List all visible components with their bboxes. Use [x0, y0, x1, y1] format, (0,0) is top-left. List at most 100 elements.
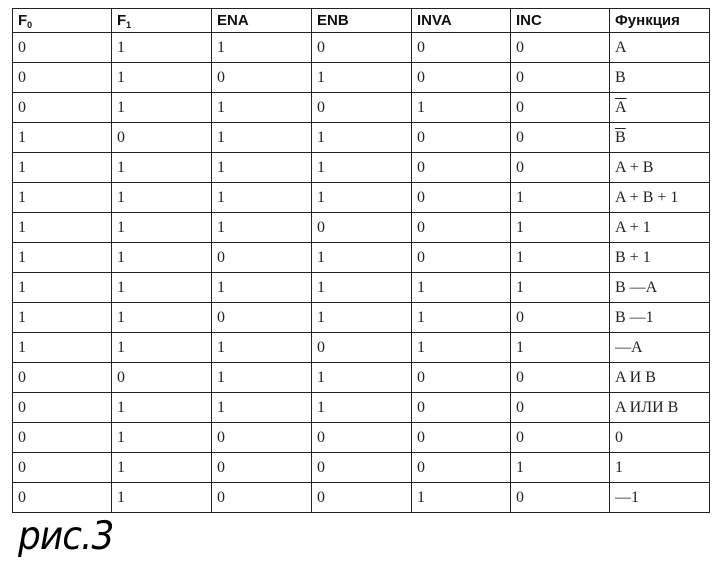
- column-header: ENB: [311, 8, 412, 33]
- table-cell: 0: [311, 32, 412, 63]
- table-cell: 1: [311, 62, 412, 93]
- table-cell: 0: [510, 32, 610, 63]
- function-label: —1: [615, 488, 639, 506]
- table-row: 1 1 1 0 1 1 —A: [12, 332, 710, 363]
- function-cell: B + 1: [609, 242, 710, 273]
- table-cell: 1: [111, 302, 212, 333]
- table-cell: 1: [111, 332, 212, 363]
- function-cell: B: [609, 62, 710, 93]
- function-cell: B —A: [609, 272, 710, 303]
- table-cell: 1: [211, 392, 312, 423]
- table-cell: 1: [411, 302, 511, 333]
- table-cell: 1: [111, 242, 212, 273]
- function-label: —A: [615, 338, 643, 356]
- table-cell: 1: [211, 362, 312, 393]
- table-cell: 0: [411, 422, 511, 453]
- table-cell: 1: [111, 272, 212, 303]
- table-cell: 1: [510, 182, 610, 213]
- table-cell: 0: [12, 452, 112, 483]
- table-cell: 1: [411, 92, 511, 123]
- table-cell: 0: [12, 92, 112, 123]
- table-cell: 1: [111, 182, 212, 213]
- table-cell: 1: [12, 122, 112, 153]
- table-cell: 0: [311, 92, 412, 123]
- table-cell: 1: [510, 332, 610, 363]
- table-cell: 1: [12, 212, 112, 243]
- table-cell: 0: [411, 62, 511, 93]
- table-cell: 1: [211, 122, 312, 153]
- table-cell: 1: [510, 272, 610, 303]
- column-header: ENA: [211, 8, 312, 33]
- function-label: 1: [615, 458, 623, 476]
- table-cell: 0: [510, 482, 610, 513]
- table-cell: 0: [12, 362, 112, 393]
- table-cell: 0: [510, 152, 610, 183]
- function-label: A: [615, 38, 627, 56]
- table-cell: 1: [12, 272, 112, 303]
- function-label: 0: [615, 428, 623, 446]
- function-cell: —1: [609, 482, 710, 513]
- table-cell: 1: [211, 152, 312, 183]
- header-label: ENB: [317, 12, 349, 29]
- table-cell: 1: [510, 212, 610, 243]
- table-cell: 0: [411, 392, 511, 423]
- table-cell: 1: [311, 272, 412, 303]
- table-cell: 1: [510, 452, 610, 483]
- function-cell: A ИЛИ B: [609, 392, 710, 423]
- table-cell: 1: [211, 272, 312, 303]
- table-cell: 1: [411, 332, 511, 363]
- table-cell: 0: [111, 362, 212, 393]
- table-cell: 0: [411, 152, 511, 183]
- table-cell: 1: [211, 332, 312, 363]
- function-label: B: [615, 128, 626, 146]
- header-row: F0 F1 ENA ENB INVA INC Функция: [12, 8, 710, 33]
- header-subscript: 0: [27, 19, 33, 30]
- header-label: Функция: [615, 12, 680, 29]
- table-cell: 0: [510, 422, 610, 453]
- function-cell: A + B: [609, 152, 710, 183]
- table-cell: 0: [510, 392, 610, 423]
- table-cell: 1: [12, 182, 112, 213]
- table-cell: 0: [411, 452, 511, 483]
- column-header: F0: [12, 8, 112, 33]
- figure-caption: рис.3: [18, 513, 114, 560]
- function-cell: —A: [609, 332, 710, 363]
- table-cell: 0: [12, 392, 112, 423]
- table-cell: 0: [111, 122, 212, 153]
- function-cell: A: [609, 32, 710, 63]
- table-cell: 1: [411, 482, 511, 513]
- function-label: A + B + 1: [615, 188, 679, 206]
- function-cell: A И B: [609, 362, 710, 393]
- table-cell: 1: [411, 272, 511, 303]
- header-label: ENA: [217, 12, 249, 29]
- header-label: F: [18, 11, 28, 29]
- function-label: A + B: [615, 158, 654, 176]
- table-cell: 1: [111, 62, 212, 93]
- function-cell: B: [609, 122, 710, 153]
- function-label: A ИЛИ B: [615, 398, 679, 416]
- table-cell: 0: [311, 482, 412, 513]
- table-cell: 1: [311, 122, 412, 153]
- table-cell: 1: [12, 152, 112, 183]
- table-cell: 1: [111, 152, 212, 183]
- table-cell: 0: [510, 62, 610, 93]
- table-cell: 1: [311, 302, 412, 333]
- table-cell: 1: [311, 242, 412, 273]
- table-cell: 0: [311, 332, 412, 363]
- table-cell: 0: [211, 302, 312, 333]
- table-cell: 1: [211, 92, 312, 123]
- column-header: Функция: [609, 8, 710, 33]
- table-cell: 0: [510, 92, 610, 123]
- table-cell: 1: [12, 302, 112, 333]
